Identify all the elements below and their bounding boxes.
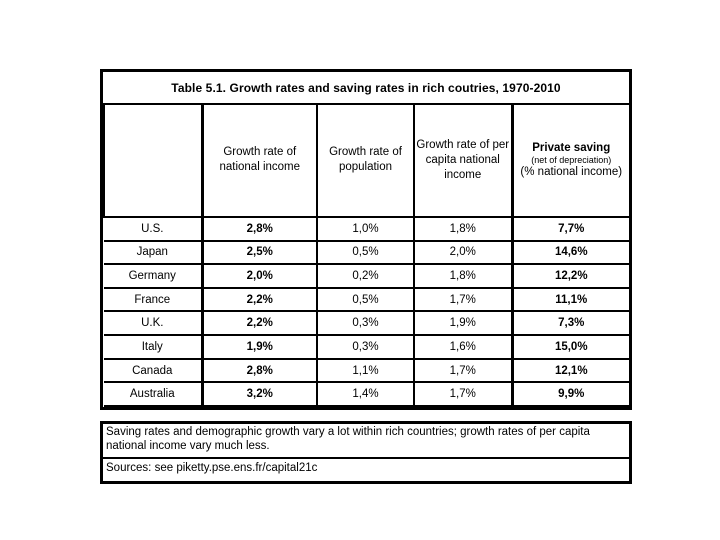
- value-cell: 1,9%: [413, 310, 513, 337]
- table-row-canada: Canada 2,8% 1,1% 1,7% 12,1%: [104, 357, 629, 384]
- value-cell: 0,3%: [316, 310, 415, 337]
- col-header-private-saving-unit: (% national income): [520, 166, 623, 179]
- value-cell: 7,3%: [510, 310, 629, 337]
- value-cell: 2,8%: [200, 357, 318, 384]
- value-cell: 1,1%: [316, 357, 415, 384]
- value-cell: 1,7%: [413, 381, 513, 407]
- country-label: Germany: [104, 263, 203, 289]
- value-cell: 3,2%: [200, 381, 318, 407]
- value-cell: 12,1%: [510, 357, 629, 384]
- table-row-us: U.S. 2,8% 1,0% 1,8% 7,7%: [104, 216, 629, 242]
- value-cell: 2,0%: [413, 239, 513, 266]
- value-cell: 2,8%: [200, 216, 318, 242]
- country-label: France: [104, 286, 203, 313]
- value-cell: 14,6%: [510, 239, 629, 266]
- country-label: Italy: [104, 334, 203, 360]
- table-row-australia: Australia 3,2% 1,4% 1,7% 9,9%: [104, 381, 629, 407]
- value-cell: 12,2%: [510, 263, 629, 289]
- value-cell: 11,1%: [510, 286, 629, 313]
- country-label: Canada: [104, 357, 203, 384]
- table-row-germany: Germany 2,0% 0,2% 1,8% 12,2%: [104, 263, 629, 289]
- value-cell: 1,0%: [316, 216, 415, 242]
- value-cell: 1,8%: [413, 216, 513, 242]
- value-cell: 2,0%: [200, 263, 318, 289]
- growth-saving-rates-table: Table 5.1. Growth rates and saving rates…: [100, 69, 632, 410]
- value-cell: 1,9%: [200, 334, 318, 360]
- value-cell: 0,5%: [316, 239, 415, 266]
- table-row-france: France 2,2% 0,5% 1,7% 11,1%: [104, 286, 629, 313]
- sources-note: Sources: see piketty.pse.ens.fr/capital2…: [106, 462, 318, 474]
- value-cell: 1,4%: [316, 381, 415, 407]
- col-header-growth-population: Growth rate of population: [316, 103, 415, 218]
- value-cell: 0,3%: [316, 334, 415, 360]
- data-grid: Growth rate of national income Growth ra…: [103, 103, 629, 407]
- value-cell: 2,2%: [200, 286, 318, 313]
- country-column-header-empty: [103, 103, 203, 218]
- table-row-japan: Japan 2,5% 0,5% 2,0% 14,6%: [104, 239, 629, 266]
- value-cell: 9,9%: [510, 381, 629, 407]
- value-cell: 1,7%: [413, 286, 513, 313]
- header-row: Growth rate of national income Growth ra…: [103, 103, 629, 218]
- value-cell: 1,7%: [413, 357, 513, 384]
- col-header-private-saving-main: Private saving: [532, 142, 611, 155]
- value-cell: 1,8%: [413, 263, 513, 289]
- col-header-growth-per-capita: Growth rate of per capita national incom…: [413, 103, 513, 218]
- table-row-uk: U.K. 2,2% 0,3% 1,9% 7,3%: [104, 310, 629, 337]
- value-cell: 2,2%: [200, 310, 318, 337]
- table-row-italy: Italy 1,9% 0,3% 1,6% 15,0%: [104, 334, 629, 360]
- country-label: U.K.: [104, 310, 203, 337]
- value-cell: 0,5%: [316, 286, 415, 313]
- notes-box: Saving rates and demographic growth vary…: [100, 421, 632, 484]
- country-label: Japan: [104, 239, 203, 266]
- value-cell: 0,2%: [316, 263, 415, 289]
- table-title: Table 5.1. Growth rates and saving rates…: [171, 80, 561, 95]
- col-header-private-saving: Private saving (net of depreciation) (% …: [510, 103, 629, 218]
- country-label: U.S.: [104, 216, 203, 242]
- summary-note: Saving rates and demographic growth vary…: [103, 424, 629, 459]
- value-cell: 1,6%: [413, 334, 513, 360]
- col-header-growth-national-income: Growth rate of national income: [200, 103, 318, 218]
- value-cell: 7,7%: [510, 216, 629, 242]
- country-label: Australia: [104, 381, 203, 407]
- value-cell: 2,5%: [200, 239, 318, 266]
- col-header-private-saving-sub: (net of depreciation): [531, 155, 612, 166]
- value-cell: 15,0%: [510, 334, 629, 360]
